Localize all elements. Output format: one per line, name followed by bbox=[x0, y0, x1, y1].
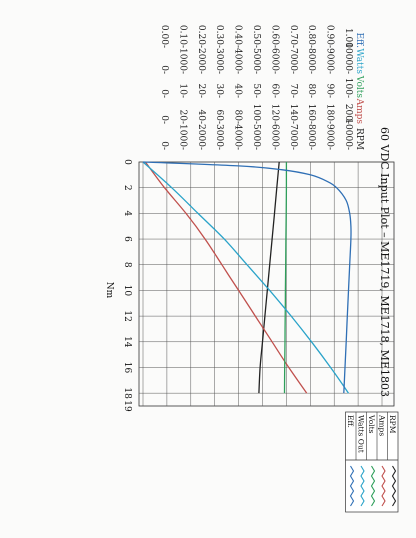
axis-tick-volts: 80- bbox=[306, 84, 316, 99]
axis-tick-watts: 0- bbox=[159, 65, 169, 74]
axis-tick-volts: 20- bbox=[196, 84, 206, 99]
axis-tick-rpm: 7000- bbox=[288, 124, 298, 150]
axis-tick-watts: 6000- bbox=[269, 48, 279, 74]
axis-tick-volts: 0- bbox=[159, 89, 169, 98]
axis-tick-rpm: 4000- bbox=[233, 124, 243, 150]
x-axis-label: Nm bbox=[104, 282, 114, 299]
axis-tick-amps: 200- bbox=[343, 104, 353, 124]
x-tick-label: 4 bbox=[122, 211, 132, 217]
axis-title-eff: Eff. bbox=[354, 32, 364, 48]
legend-swatch bbox=[349, 465, 355, 507]
axis-tick-eff: 0.70- bbox=[288, 25, 298, 48]
axis-tick-watts: 10000- bbox=[343, 42, 353, 74]
axis-tick-amps: 0- bbox=[159, 115, 169, 124]
axis-tick-amps: 40- bbox=[196, 110, 206, 125]
x-tick-label: 16 bbox=[122, 362, 132, 374]
axis-tick-amps: 100- bbox=[251, 104, 261, 124]
axis-tick-rpm: 3000- bbox=[214, 124, 224, 150]
legend-label: Amps bbox=[378, 414, 387, 436]
axis-tick-eff: 1.00 bbox=[343, 28, 353, 48]
axis-tick-rpm: 0- bbox=[159, 141, 169, 150]
axis-tick-eff: 0.90- bbox=[325, 25, 335, 48]
axis-tick-watts: 2000- bbox=[196, 48, 206, 74]
axis-tick-eff: 0.60- bbox=[269, 25, 279, 48]
axis-title-watts: Watts bbox=[354, 48, 364, 74]
legend-label: Watts Out bbox=[357, 415, 366, 453]
series-line-watts-out bbox=[142, 161, 350, 394]
x-tick-label: 18 bbox=[122, 387, 132, 399]
plot-frame bbox=[138, 161, 395, 407]
axis-tick-eff: 0.20- bbox=[196, 25, 206, 48]
axis-tick-volts: 70- bbox=[288, 84, 298, 99]
x-tick-label: 12 bbox=[122, 310, 132, 321]
axis-tick-volts: 30- bbox=[214, 84, 224, 99]
axis-tick-watts: 4000- bbox=[233, 48, 243, 74]
axis-tick-amps: 160- bbox=[306, 104, 316, 124]
axis-tick-volts: 10- bbox=[177, 84, 187, 99]
axis-tick-amps: 140- bbox=[288, 104, 298, 124]
axis-tick-eff: 0.80- bbox=[306, 25, 316, 48]
axis-tick-eff: 0.40- bbox=[233, 25, 243, 48]
axis-tick-eff: 0.30- bbox=[214, 25, 224, 48]
series-line-volts bbox=[283, 161, 288, 394]
axis-tick-watts: 7000- bbox=[288, 48, 298, 74]
x-tick-label: 14 bbox=[122, 336, 132, 348]
axis-tick-rpm: 10000- bbox=[343, 118, 353, 150]
legend-swatch bbox=[360, 465, 365, 507]
axis-title-volts: Volts bbox=[354, 75, 364, 99]
legend-box bbox=[345, 411, 399, 513]
x-tick-label: 8 bbox=[122, 262, 132, 268]
axis-tick-amps: 80- bbox=[233, 110, 243, 125]
data-series bbox=[142, 161, 352, 394]
axis-tick-watts: 5000- bbox=[251, 48, 261, 74]
axis-tick-watts: 9000- bbox=[325, 48, 335, 74]
legend-label: Eff. bbox=[346, 415, 355, 428]
series-line-amps bbox=[144, 161, 308, 394]
legend-label: Volts bbox=[367, 414, 376, 434]
axis-tick-rpm: 5000- bbox=[251, 124, 261, 150]
axis-tick-volts: 40- bbox=[233, 84, 243, 99]
axis-tick-rpm: 6000- bbox=[269, 124, 279, 150]
axis-tick-rpm: 9000- bbox=[325, 124, 335, 150]
plot-grid bbox=[138, 161, 395, 407]
axis-tick-volts: 90- bbox=[325, 84, 335, 99]
axis-tick-eff: 0.00- bbox=[159, 25, 169, 48]
axis-title-amps: Amps bbox=[354, 98, 364, 125]
axis-tick-amps: 20- bbox=[177, 110, 187, 125]
axis-tick-amps: 120- bbox=[269, 104, 279, 124]
legend-swatch bbox=[370, 465, 376, 507]
axis-tick-amps: 60- bbox=[214, 110, 224, 125]
series-line-rpm bbox=[258, 161, 280, 394]
axis-tick-volts: 100- bbox=[343, 78, 353, 98]
y-axis-columns: RPM10000-9000-8000-7000-6000-5000-4000-3… bbox=[159, 25, 364, 150]
axis-tick-volts: 60- bbox=[269, 84, 279, 99]
chart-title: 60 VDC Input Plot – ME1719, ME1718, ME18… bbox=[378, 127, 391, 397]
x-tick-label: 6 bbox=[122, 236, 132, 242]
x-tick-label: 19 bbox=[122, 400, 132, 412]
axis-tick-amps: 180- bbox=[325, 104, 335, 124]
legend-swatch bbox=[391, 465, 397, 507]
axis-tick-eff: 0.50- bbox=[251, 25, 261, 48]
axis-title-rpm: RPM bbox=[354, 128, 364, 150]
axis-tick-watts: 8000- bbox=[306, 48, 316, 74]
axis-tick-watts: 3000- bbox=[214, 48, 224, 74]
x-tick-label: 10 bbox=[122, 285, 132, 297]
axis-tick-rpm: 8000- bbox=[306, 124, 316, 150]
legend-swatch bbox=[381, 465, 386, 507]
axis-tick-volts: 50- bbox=[251, 84, 261, 99]
axis-tick-eff: 0.10- bbox=[177, 25, 187, 48]
axis-tick-watts: 1000- bbox=[177, 48, 187, 74]
axis-tick-rpm: 2000- bbox=[196, 124, 206, 150]
legend-label: RPM bbox=[388, 415, 397, 434]
axis-tick-rpm: 1000- bbox=[177, 124, 187, 150]
series-line-eff- bbox=[142, 161, 352, 394]
x-tick-label: 2 bbox=[122, 185, 132, 191]
x-tick-label: 0 bbox=[122, 159, 132, 165]
rotated-chart-group: 60 VDC Input Plot – ME1719, ME1718, ME18… bbox=[104, 25, 399, 513]
